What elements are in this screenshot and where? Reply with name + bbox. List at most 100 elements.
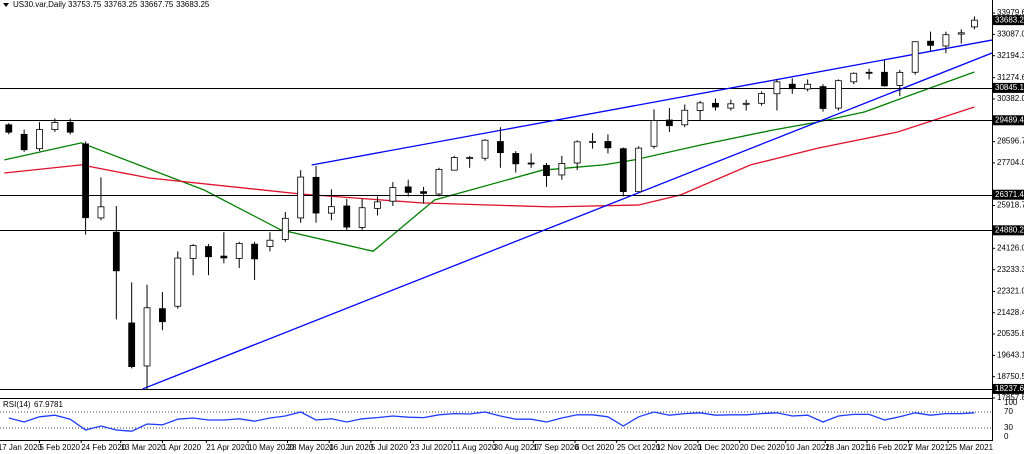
header-close: 33683.25 [176, 0, 210, 9]
price-marks [0, 16, 992, 390]
candle-body [496, 141, 504, 154]
candle-body [189, 245, 197, 259]
candle-body [128, 322, 136, 367]
candle-body [312, 176, 320, 214]
candle-body [112, 231, 120, 272]
candle-body [788, 83, 796, 90]
symbol-title: US30.var,Daily [13, 0, 66, 9]
level-label: 30845.12 [995, 83, 1024, 92]
candle-body [389, 187, 397, 202]
x-tick-label: 30 Aug 2020 [494, 443, 539, 452]
candle-body [327, 206, 335, 214]
y-tick-label: 31274.65 [997, 73, 1024, 82]
candle-body [235, 243, 243, 259]
candle-body [696, 102, 704, 111]
x-tick-label: 28 Jan 2021 [825, 443, 870, 452]
x-tick-label: 17 Sep 2020 [533, 443, 579, 452]
x-tick-label: 20 Dec 2020 [740, 443, 786, 452]
rsi-value: 67.9781 [34, 400, 63, 409]
candle-body [712, 102, 719, 108]
level-label: 26371.49 [995, 190, 1024, 199]
candle-body [420, 191, 427, 194]
candle-body [404, 186, 412, 193]
y-tick-label: 25918.75 [997, 201, 1024, 210]
candle-body [143, 307, 151, 367]
moving-average [4, 71, 975, 253]
x-tick-label: 28 May 2020 [288, 443, 335, 452]
candle-body [834, 80, 842, 109]
last-price-box [993, 15, 1024, 26]
x-tick-label: 1 Apr 2020 [162, 443, 201, 452]
x-tick-label: 24 Feb 2020 [81, 443, 126, 452]
rsi-tick-label: 0 [1004, 432, 1009, 441]
candle-body [512, 153, 520, 165]
candle-body [957, 32, 965, 35]
trendline [142, 52, 992, 390]
x-tick-label: 12 Nov 2020 [656, 443, 702, 452]
level-label: 24880.28 [995, 225, 1024, 234]
rsi-line [8, 411, 975, 432]
candle-body [681, 109, 689, 126]
x-tick-label: 10 Jan 2021 [786, 443, 831, 452]
y-tick-label: 20535.80 [997, 329, 1024, 338]
y-tick-label: 22321.00 [997, 287, 1024, 296]
x-tick-label: 17 Jan 2020 [0, 443, 42, 452]
rsi-tick-label: 100 [1004, 398, 1018, 407]
candle-body [159, 308, 166, 323]
candle-body [819, 86, 827, 109]
x-tick-label: 21 Apr 2020 [206, 443, 250, 452]
candle-body [435, 168, 443, 195]
y-tick-label: 33979.65 [997, 8, 1024, 17]
x-tick-label: 5 Jul 2020 [371, 443, 408, 452]
level-label: 29489.47 [995, 115, 1024, 124]
x-tick-label: 7 Mar 2021 [909, 443, 950, 452]
candle-body [450, 157, 458, 171]
x-tick-label: 25 Oct 2020 [617, 443, 661, 452]
candle-body [850, 72, 858, 83]
candle-body [758, 93, 765, 104]
candle-body [205, 246, 212, 258]
candle-body [589, 140, 596, 143]
x-tick-label: 1 Dec 2020 [698, 443, 739, 452]
y-tick-label: 28596.70 [997, 137, 1024, 146]
y-tick-label: 23233.35 [997, 265, 1024, 274]
candle-body [220, 255, 228, 259]
candle-body [266, 239, 274, 247]
candle-body [573, 141, 581, 164]
candle-body [896, 71, 904, 86]
rsi-tick-label: 70 [1004, 407, 1013, 416]
candle-body [51, 122, 59, 130]
candle-body [558, 163, 566, 176]
candle-body [911, 41, 919, 73]
y-tick-label: 33087.00 [997, 29, 1024, 38]
candle-body [97, 206, 105, 219]
candle-body [619, 148, 627, 193]
candle-body [543, 164, 550, 176]
candle-body [742, 102, 750, 105]
candle-body [358, 207, 366, 228]
y-tick-label: 21428.45 [997, 308, 1024, 317]
candle-body [343, 205, 351, 228]
x-tick-label: 6 Oct 2020 [575, 443, 615, 452]
x-tick-label: 25 Mar 2021 [948, 443, 993, 452]
candle-body [82, 143, 89, 219]
candle-body [971, 19, 978, 28]
x-tick-label: 16 Jun 2020 [329, 443, 374, 452]
trendline [311, 39, 992, 166]
candle-body [36, 129, 43, 150]
candle-body [665, 119, 673, 127]
x-tick-label: 13 Mar 2020 [121, 443, 166, 452]
candle-body [527, 162, 535, 165]
candle-body [804, 83, 812, 90]
collapse-icon [3, 3, 9, 7]
y-tick-label: 18750.50 [997, 372, 1024, 381]
rsi-tick-label: 30 [1004, 423, 1013, 432]
candle-body [865, 71, 873, 74]
candle-body [881, 71, 888, 87]
header-low: 33667.75 [140, 0, 174, 9]
y-tick-label: 27704.05 [997, 158, 1024, 167]
candle-body [727, 103, 735, 109]
x-tick-label: 11 Aug 2020 [452, 443, 497, 452]
candle-body [466, 157, 474, 159]
